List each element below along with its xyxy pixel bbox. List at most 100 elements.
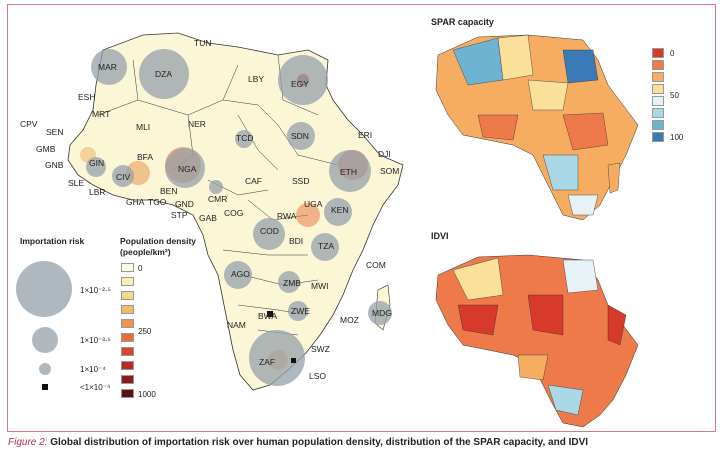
country-label-tun: TUN	[194, 38, 212, 48]
spar-swatch-2	[652, 72, 664, 82]
risk-bubble-zaf	[249, 330, 305, 386]
idvi-title: IDVI	[431, 231, 449, 241]
country-label-esh: ESH	[78, 92, 96, 102]
risk-bubble-mdg	[368, 301, 392, 325]
country-label-zaf: ZAF	[259, 357, 276, 367]
legend-bubble-small	[39, 363, 51, 375]
country-label-gmb: GMB	[36, 144, 56, 154]
pop-legend-label-0: 0	[138, 264, 143, 273]
risk-bubble-gin	[86, 157, 106, 177]
country-label-cpv: CPV	[20, 119, 38, 129]
risk-bubble-tcd	[235, 130, 253, 148]
legend-bubble-medium	[32, 327, 58, 353]
figure-caption: Figure 2: Global distribution of importa…	[8, 437, 588, 448]
country-label-mli: MLI	[136, 122, 151, 132]
country-label-mrt: MRT	[92, 109, 111, 119]
spar-swatch-0	[652, 48, 664, 58]
country-label-sen: SEN	[46, 127, 64, 137]
importation-risk-title: Importation risk	[20, 236, 85, 246]
country-label-gab: GAB	[199, 213, 217, 223]
country-label-sdn: SDN	[291, 131, 309, 141]
idvi-choropleth	[435, 254, 639, 428]
country-label-lbr: LBR	[89, 187, 106, 197]
pop-swatch-9	[121, 389, 134, 398]
country-label-bwa: BWA	[258, 311, 278, 321]
pop-swatch-1	[121, 277, 134, 286]
country-label-ben: BEN	[160, 186, 178, 196]
pop-swatch-4	[121, 319, 134, 328]
country-label-gin: GIN	[89, 158, 105, 168]
spar-swatch-7	[652, 132, 664, 142]
risk-legend-label-1: 1×10⁻²·⁵	[80, 286, 111, 295]
spar-swatch-1	[652, 60, 664, 70]
pop-swatch-2	[121, 291, 134, 300]
legend-bubble-large	[16, 261, 72, 317]
spar-legend-label-100: 100	[670, 133, 684, 142]
country-label-ken: KEN	[331, 205, 349, 215]
country-label-som: SOM	[380, 166, 400, 176]
risk-legend-label-3: 1×10⁻⁴	[80, 365, 106, 374]
pop-legend-label-1000: 1000	[138, 390, 156, 399]
main-map	[67, 32, 639, 428]
country-label-gnd: GND	[175, 199, 194, 209]
country-label-nga: NGA	[178, 164, 197, 174]
risk-bubble-cod	[253, 218, 285, 250]
country-label-mar: MAR	[98, 62, 117, 72]
risk-bubble-egy	[278, 55, 328, 105]
country-label-zmb: ZMB	[283, 278, 301, 288]
pop-legend-label-250: 250	[138, 327, 152, 336]
country-label-bfa: BFA	[137, 152, 154, 162]
country-label-rwa: RWA	[277, 211, 297, 221]
population-density-units: (people/km²)	[120, 247, 171, 257]
country-label-gha: GHA	[126, 197, 145, 207]
spar-legend-label-0: 0	[670, 49, 675, 58]
country-label-bdi: BDI	[289, 236, 304, 246]
risk-bubble-sdn	[287, 122, 315, 150]
risk-bubble-nga	[165, 148, 205, 188]
country-label-tgo: TGO	[148, 197, 167, 207]
risk-bubble-eth	[329, 150, 371, 192]
risk-bubble-tza	[311, 233, 339, 261]
country-label-eri: ERI	[358, 130, 373, 140]
country-label-lby: LBY	[248, 74, 265, 84]
country-label-gnb: GNB	[45, 160, 64, 170]
risk-bubble-cmr	[209, 180, 223, 194]
risk-bubble-civ	[112, 165, 134, 187]
risk-bubble-zmb	[278, 271, 300, 293]
country-label-cod: COD	[260, 226, 279, 236]
spar-swatch-5	[652, 108, 664, 118]
country-label-egy: EGY	[291, 79, 309, 89]
country-label-dji: DJI	[378, 149, 391, 159]
country-label-mwi: MWI	[311, 281, 329, 291]
pop-swatch-8	[121, 375, 134, 384]
risk-square-lso	[291, 358, 296, 363]
country-label-dza: DZA	[155, 69, 172, 79]
caption-label: Figure 2:	[8, 437, 48, 448]
country-label-ner: NER	[188, 119, 206, 129]
pop-swatch-6	[121, 347, 134, 356]
country-label-com: COM	[366, 260, 386, 270]
country-label-cmr: CMR	[208, 194, 228, 204]
spar-swatch-3	[652, 84, 664, 94]
country-label-eth: ETH	[340, 167, 357, 177]
country-label-uga: UGA	[304, 199, 323, 209]
spar-swatch-4	[652, 96, 664, 106]
country-label-tza: TZA	[318, 241, 335, 251]
country-label-lso: LSO	[309, 371, 327, 381]
risk-bubble-ago	[224, 261, 252, 289]
spar-choropleth	[435, 34, 639, 221]
risk-bubble-dza	[139, 49, 189, 99]
spar-swatch-6	[652, 120, 664, 130]
country-label-ssd: SSD	[292, 176, 310, 186]
country-label-mdg: MDG	[372, 308, 392, 318]
country-label-cog: COG	[224, 208, 244, 218]
country-label-zwe: ZWE	[291, 306, 310, 316]
pop-swatch-5	[121, 333, 134, 342]
spar-legend-label-50: 50	[670, 91, 679, 100]
country-label-swz: SWZ	[311, 344, 330, 354]
pop-swatch-3	[121, 305, 134, 314]
caption-text: Global distribution of importation risk …	[50, 437, 589, 448]
legend-square-min	[42, 384, 48, 390]
spar-title: SPAR capacity	[431, 17, 494, 27]
figure-frame: TUN MAR DZA LBY EGY ESH MRT MLI NER TCD SDN ERI CPV S…	[7, 4, 716, 432]
